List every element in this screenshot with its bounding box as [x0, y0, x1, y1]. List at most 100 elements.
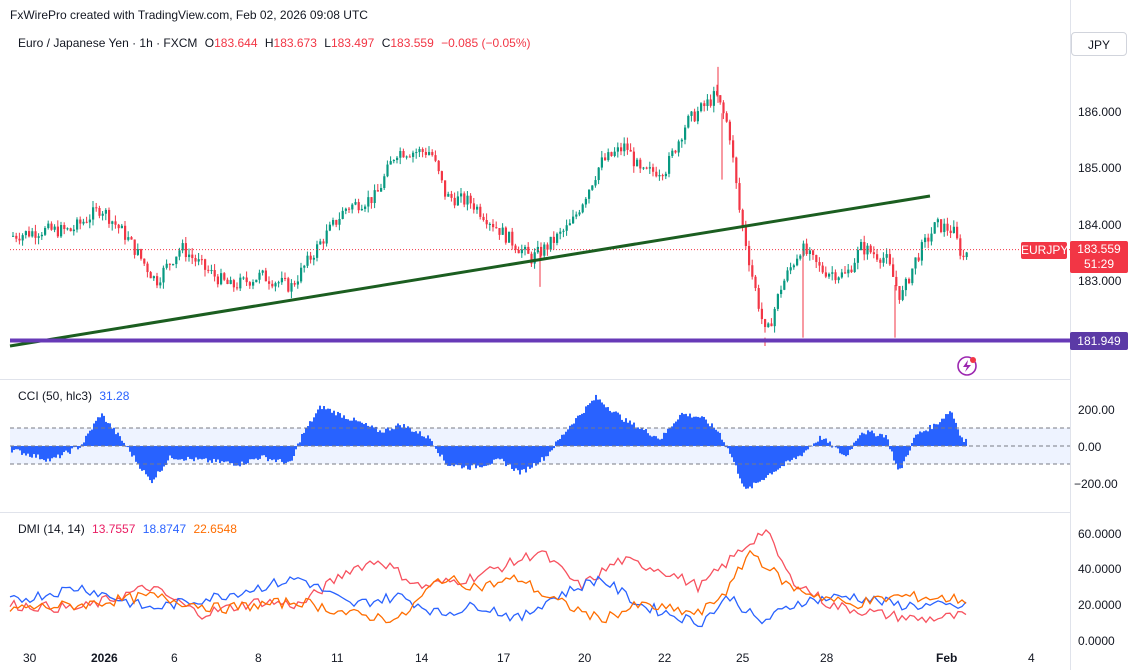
lightning-icon[interactable] — [956, 355, 978, 377]
cci-bar — [857, 438, 859, 446]
candle-body — [220, 273, 223, 285]
cci-bar — [959, 435, 961, 446]
cci-bar — [221, 446, 223, 462]
candle-body — [56, 226, 59, 237]
cci-bar — [955, 422, 957, 446]
cci-bar — [445, 446, 447, 465]
cci-bar — [659, 439, 661, 446]
cci-bar — [667, 428, 669, 446]
cci-bar — [935, 424, 937, 446]
candle-body — [245, 277, 248, 283]
cci-bar — [601, 402, 603, 446]
cci-bar — [649, 435, 651, 446]
candle-body — [706, 99, 709, 107]
candle-body — [296, 281, 299, 285]
time-tick: Feb — [936, 651, 958, 665]
cci-bar — [893, 446, 895, 461]
cci-bar — [501, 446, 503, 459]
cci-bar — [925, 430, 927, 446]
cci-bar — [887, 439, 889, 446]
cci-bar — [377, 432, 379, 446]
cci-bar — [245, 446, 247, 465]
candle-body — [431, 152, 434, 156]
candle-body — [293, 283, 296, 285]
cci-bar — [609, 410, 611, 446]
candle-body — [72, 229, 75, 232]
cci-bar — [467, 446, 469, 470]
ticker-badge[interactable]: EURJPY — [1021, 242, 1069, 259]
candle-body — [108, 209, 111, 224]
candle-body — [287, 278, 290, 292]
currency-button[interactable]: JPY — [1071, 32, 1127, 56]
candle-body — [674, 150, 677, 153]
dmi-legend[interactable]: DMI (14, 14) 13.7557 18.8747 22.6548 — [18, 522, 237, 536]
cci-bar — [381, 432, 383, 446]
cci-bar — [339, 413, 341, 446]
candle-body — [901, 290, 904, 300]
cci-bar — [99, 417, 101, 446]
cci-bar — [193, 446, 195, 462]
cci-bar — [235, 446, 237, 466]
cci-bar — [117, 432, 119, 446]
candle-body — [402, 151, 405, 158]
cci-bar — [211, 446, 213, 463]
candle-body — [949, 230, 952, 234]
pane-separator-dmi[interactable] — [0, 512, 1070, 513]
cci-bar — [725, 446, 727, 448]
candle-body — [360, 208, 363, 211]
cci-bar — [293, 446, 295, 457]
cci-bar — [889, 446, 891, 450]
time-axis[interactable]: 30 2026 6 8 11 14 17 20 22 25 28 Feb 4 — [0, 648, 1070, 670]
pane-separator-cci[interactable] — [0, 379, 1070, 380]
cci-bar — [219, 446, 221, 464]
cci-bar — [337, 411, 339, 446]
cci-bar — [787, 446, 789, 461]
candle-body — [805, 243, 808, 255]
cci-bar — [615, 411, 617, 446]
candle-body — [152, 276, 155, 279]
candle-body — [146, 263, 149, 273]
cci-bar — [215, 446, 217, 462]
cci-bar — [517, 446, 519, 471]
cci-bar — [199, 446, 201, 459]
cci-bar — [715, 429, 717, 446]
candle-body — [328, 224, 331, 231]
cci-bar — [75, 446, 77, 448]
cci-bar — [411, 431, 413, 446]
symbol-legend[interactable]: Euro / Japanese Yen · 1h · FXCM O183.644… — [18, 36, 531, 50]
cci-bar — [831, 446, 833, 448]
high-label: H — [264, 36, 274, 50]
cci-legend[interactable]: CCI (50, hlc3) 31.28 — [18, 389, 129, 403]
dmi-plus-line — [9, 575, 967, 628]
candle-body — [440, 171, 443, 181]
candle-body — [66, 228, 69, 230]
cci-bar — [591, 400, 593, 446]
cci-bar — [269, 446, 271, 460]
candle-body — [748, 245, 751, 266]
bar-countdown: 51:29 — [1083, 257, 1115, 271]
candles — [12, 66, 968, 347]
cci-bar — [175, 446, 177, 460]
candle-body — [610, 152, 613, 156]
cci-bar — [27, 446, 29, 454]
support-price-badge: 181.949 — [1070, 332, 1128, 350]
candle-body — [284, 277, 287, 279]
candle-body — [133, 239, 136, 255]
candle-body — [847, 269, 850, 274]
cci-bar — [913, 437, 915, 446]
cci-bar — [801, 446, 803, 457]
candle-body — [210, 270, 213, 272]
candle-body — [540, 246, 543, 256]
cci-bar — [25, 446, 27, 456]
cci-bar — [619, 414, 621, 446]
candle-body — [370, 197, 373, 204]
candle-body — [744, 225, 747, 246]
time-tick: 30 — [23, 651, 37, 665]
cci-bar — [509, 446, 511, 465]
candle-body — [114, 221, 117, 225]
time-tick: 6 — [171, 651, 178, 665]
candle-body — [514, 245, 517, 250]
cci-bar — [783, 446, 785, 467]
cci-bar — [675, 421, 677, 446]
